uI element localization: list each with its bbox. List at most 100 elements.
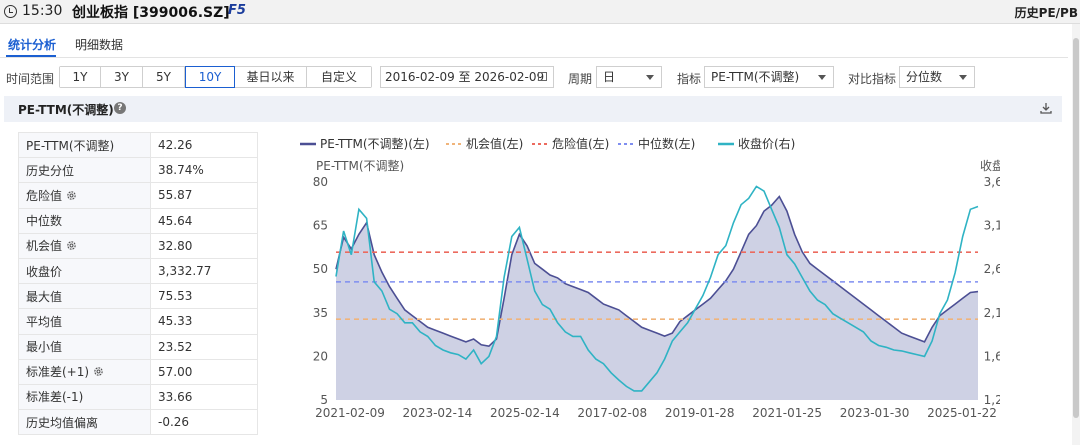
- legend-item: 中位数(左): [638, 136, 695, 151]
- stats-row: 机会值 32.80: [18, 232, 258, 259]
- help-icon[interactable]: ?: [114, 102, 126, 114]
- stat-label: 最大值: [18, 283, 151, 310]
- y-right-tick-label: 3,600: [984, 175, 1000, 189]
- stat-label-text: 平均值: [26, 314, 63, 329]
- pe-line: [335, 195, 979, 348]
- y-left-tick-label: 35: [313, 306, 328, 320]
- stats-row: 历史分位 38.74%: [18, 157, 258, 184]
- indicator-label: 指标: [677, 72, 702, 86]
- y-left-tick-label: 65: [313, 219, 328, 233]
- stats-row: 危险值 55.87: [18, 182, 258, 209]
- stat-value: 45.33: [150, 308, 258, 335]
- clock-time: 15:30: [22, 3, 63, 19]
- stats-row: 中位数 45.64: [18, 207, 258, 234]
- stats-row: 收盘价 3,332.77: [18, 257, 258, 285]
- compare-label: 对比指标: [848, 72, 897, 86]
- pe-area: [336, 196, 978, 400]
- pe-chart: PE-TTM(不调整)(左) 机会值(左) 危险值(左) 中位数(左) 收盘价(右) PE…: [300, 136, 1000, 420]
- compare-value: 分位数: [906, 70, 943, 84]
- range-label: 时间范围: [6, 72, 55, 86]
- tab-bar: 统计分析 明细数据: [0, 30, 1068, 58]
- y-left-tick-label: 80: [313, 175, 328, 189]
- indicator-select[interactable]: PE-TTM(不调整): [704, 66, 834, 88]
- title-bar: 15:30 创业板指 [399006.SZ] F5 历史PE/PB: [0, 0, 1080, 24]
- stat-label: 中位数: [18, 207, 151, 234]
- function-key-label[interactable]: F5: [228, 3, 246, 18]
- stat-value: 75.53: [150, 283, 258, 310]
- stat-label-text: 最大值: [26, 289, 63, 304]
- legend-item: PE-TTM(不调整)(左): [320, 136, 430, 151]
- compare-select[interactable]: 分位数: [899, 66, 975, 88]
- tab-details[interactable]: 明细数据: [75, 38, 124, 52]
- clock-icon: [4, 5, 17, 18]
- stat-label-text: 中位数: [26, 214, 63, 229]
- period-select[interactable]: 日: [596, 66, 662, 88]
- stats-table: PE-TTM(不调整) 42.26 历史分位 38.74% 危险值 55.87 中位数 45.…: [18, 131, 258, 436]
- chevron-down-icon: [959, 75, 967, 80]
- tab-statistics[interactable]: 统计分析: [8, 38, 57, 52]
- y-right-tick-label: 2,160: [984, 306, 1000, 320]
- stats-row: 最小值 23.52: [18, 333, 258, 360]
- download-icon[interactable]: [1040, 102, 1052, 114]
- range-1y-button[interactable]: 1Y: [60, 67, 101, 87]
- gear-icon[interactable]: [66, 240, 77, 251]
- range-3y-button[interactable]: 3Y: [101, 67, 143, 87]
- stat-value: 42.26: [150, 131, 258, 159]
- y-right-tick-label: 1,200: [984, 393, 1000, 407]
- stats-row: 标准差(-1) 33.66: [18, 383, 258, 411]
- price-line: [335, 185, 979, 392]
- x-tick-label: 2021-01-25: [752, 406, 822, 420]
- stats-row: 最大值 75.53: [18, 283, 258, 310]
- legend-item: 机会值(左): [466, 136, 523, 151]
- stat-label-text: PE-TTM(不调整): [26, 138, 115, 153]
- stat-label: 机会值: [18, 232, 151, 259]
- x-tick-label: 2023-02-14: [403, 406, 473, 420]
- gear-icon[interactable]: [93, 366, 104, 377]
- range-button-group: 1Y 3Y 5Y 10Y 基日以来 自定义: [59, 66, 372, 88]
- stat-label: 危险值: [18, 182, 151, 209]
- section-title: PE-TTM(不调整): [18, 103, 114, 117]
- chevron-down-icon: [646, 75, 654, 80]
- stat-label: 平均值: [18, 308, 151, 335]
- stat-label: PE-TTM(不调整): [18, 131, 151, 159]
- period-label: 周期: [568, 72, 593, 86]
- y-left-tick-label: 20: [313, 349, 328, 363]
- section-header: PE-TTM(不调整) ?: [4, 96, 1062, 122]
- range-custom-button[interactable]: 自定义: [307, 67, 371, 87]
- x-tick-label: 2017-02-08: [577, 406, 647, 420]
- stats-row: PE-TTM(不调整) 42.26: [18, 131, 258, 159]
- chevron-down-icon: [818, 75, 826, 80]
- y-right-axis-title: 收盘价: [980, 158, 1000, 173]
- legend-item: 危险值(左): [552, 136, 609, 151]
- date-range-input[interactable]: 2016-02-09 至 2026-02-09: [380, 66, 554, 88]
- stat-label-text: 标准差(+1): [26, 365, 90, 380]
- stat-value: 23.52: [150, 333, 258, 360]
- range-5y-button[interactable]: 5Y: [143, 67, 185, 87]
- stats-row: 标准差(+1) 57.00: [18, 358, 258, 385]
- range-10y-button[interactable]: 10Y: [185, 66, 235, 88]
- x-tick-label: 2021-02-09: [315, 406, 385, 420]
- legend-item: 收盘价(右): [738, 136, 795, 151]
- scrollbar-thumb[interactable]: [1073, 38, 1079, 418]
- x-tick-label: 2023-01-30: [840, 406, 910, 420]
- filter-bar: 时间范围 1Y 3Y 5Y 10Y 基日以来 自定义 2016-02-09 至 …: [0, 66, 1068, 88]
- stats-row: 历史均值偏离 -0.26: [18, 409, 258, 436]
- x-tick-label: 2025-02-14: [490, 406, 560, 420]
- stat-label-text: 危险值: [26, 188, 63, 203]
- page-title: 创业板指 [399006.SZ]: [72, 5, 230, 21]
- range-since-base-button[interactable]: 基日以来: [235, 67, 307, 87]
- gear-icon[interactable]: [66, 190, 77, 201]
- stat-label: 最小值: [18, 333, 151, 360]
- history-pe-pb-link[interactable]: 历史PE/PB: [1014, 6, 1078, 20]
- y-right-tick-label: 3,120: [984, 219, 1000, 233]
- x-tick-label: 2025-01-22: [927, 406, 997, 420]
- stat-label-text: 标准差(-1): [26, 390, 84, 405]
- date-range-value: 2016-02-09 至 2026-02-09: [385, 70, 545, 84]
- stat-label-text: 收盘价: [26, 264, 63, 279]
- vertical-scrollbar[interactable]: [1072, 24, 1080, 445]
- stat-label: 历史分位: [18, 157, 151, 184]
- calendar-icon[interactable]: [538, 72, 547, 81]
- stat-value: -0.26: [150, 409, 258, 436]
- y-right-tick-label: 2,640: [984, 262, 1000, 276]
- y-right-tick-label: 1,680: [984, 349, 1000, 363]
